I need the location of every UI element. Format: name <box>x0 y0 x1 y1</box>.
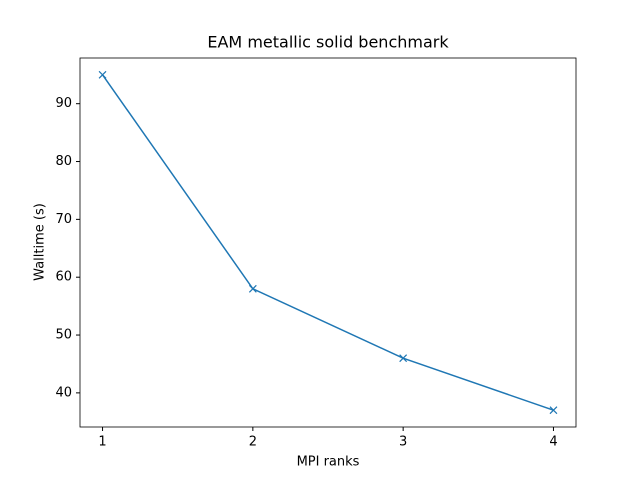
marker <box>399 354 408 363</box>
x-tick-label: 3 <box>399 435 407 450</box>
line <box>101 74 554 411</box>
chart-title: EAM metallic solid benchmark <box>207 33 449 52</box>
x-tick-label: 1 <box>98 435 106 450</box>
y-tick-label: 80 <box>55 154 72 169</box>
marker <box>549 406 558 415</box>
y-tick-label: 70 <box>55 212 72 227</box>
marker <box>248 284 257 293</box>
y-tick-label: 50 <box>55 328 72 343</box>
x-tick-label: 2 <box>249 435 257 450</box>
x-axis-label: MPI ranks <box>297 455 360 470</box>
y-tick-label: 90 <box>55 96 72 111</box>
y-axis-label: Walltime (s) <box>33 203 48 281</box>
y-tick-label: 60 <box>55 270 72 285</box>
x-tick-label: 4 <box>549 435 557 450</box>
plot-frame <box>79 57 577 428</box>
marker <box>98 70 107 79</box>
y-tick-label: 40 <box>55 385 72 400</box>
